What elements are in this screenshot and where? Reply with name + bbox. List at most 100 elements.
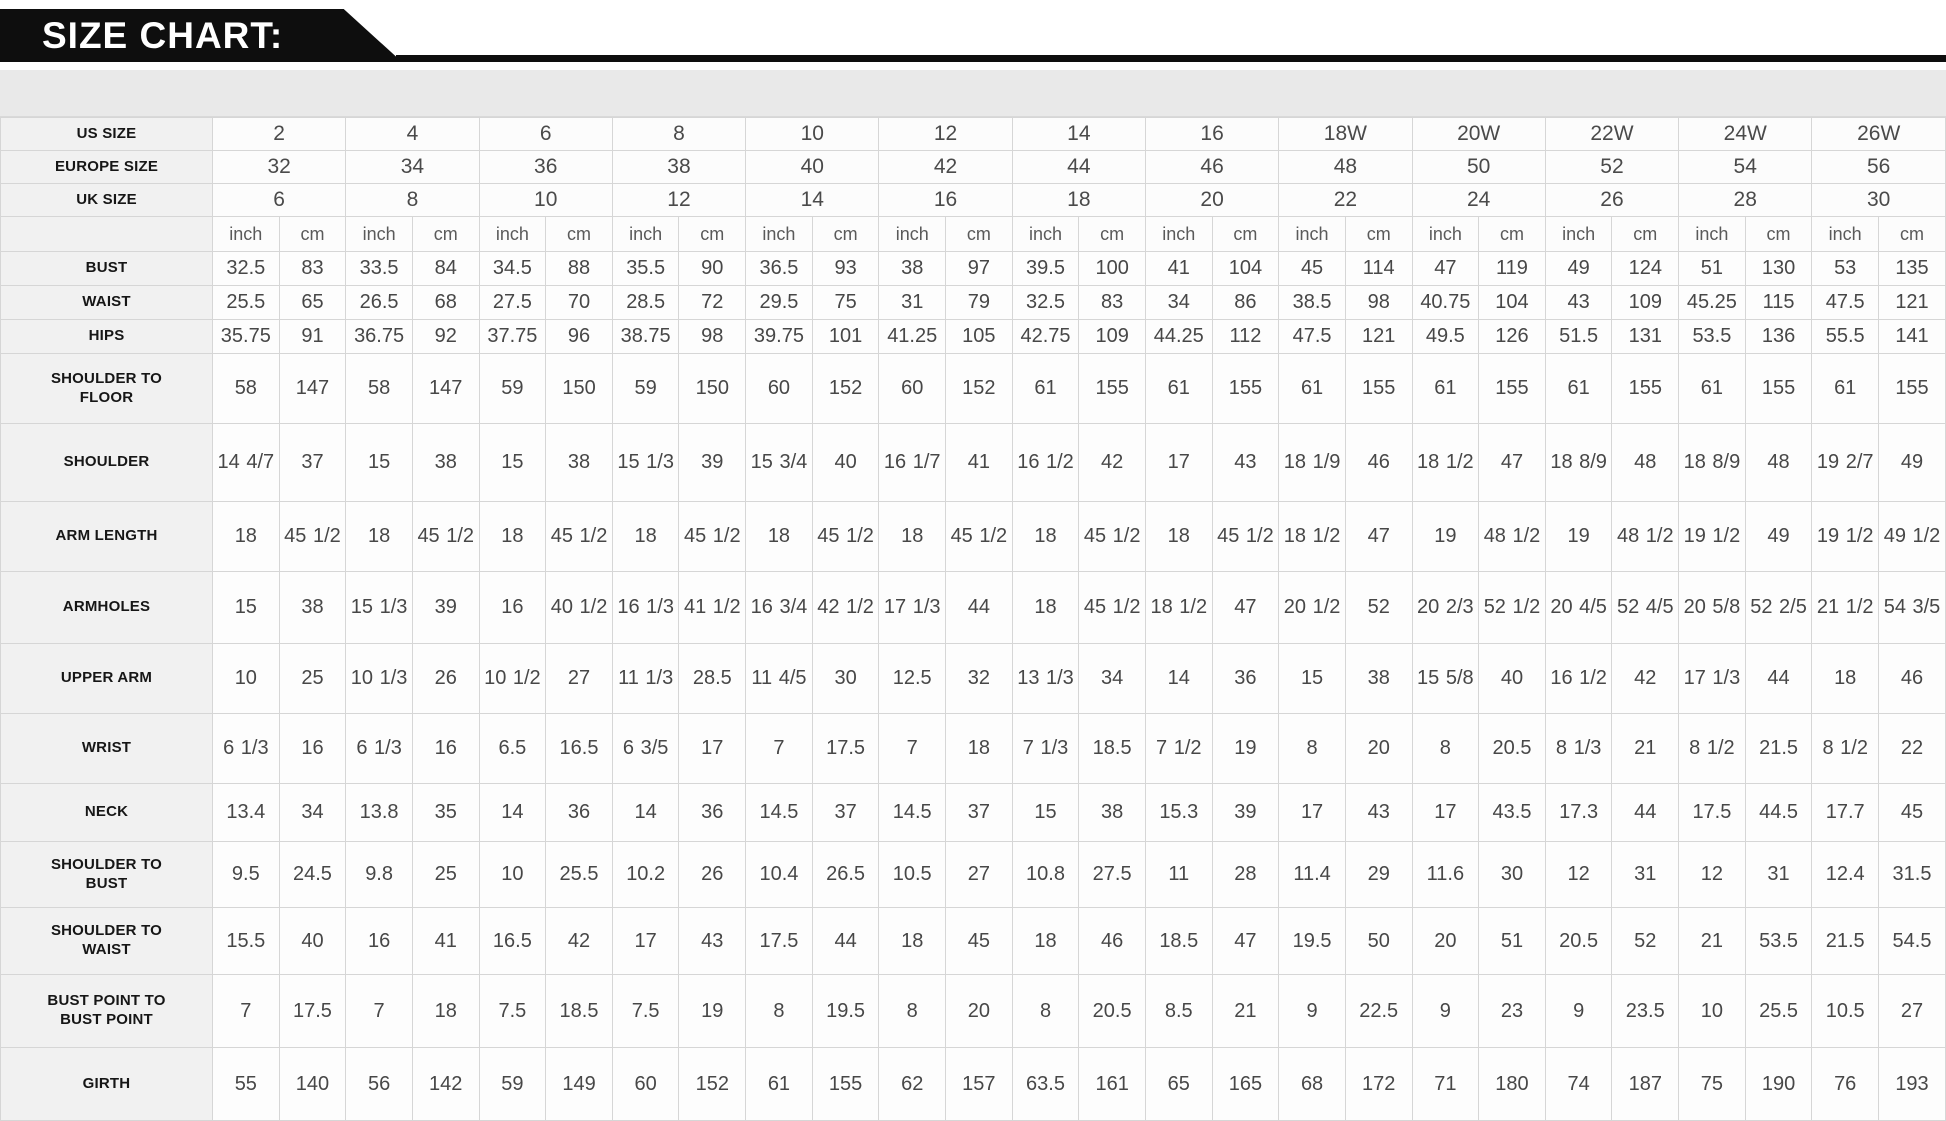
table-row-units: inch cm inch cm inch cm inch cm inch cm inch cm inch… [0,216,1946,252]
value-cell-cm: 24.5 [278,841,347,908]
value-cell-inch: 56 [345,1047,413,1121]
value-cell-cm: 16.5 [545,713,613,784]
value-cell-cm: 140 [278,1047,347,1121]
value-cell-inch: 17 [1411,783,1480,842]
value-cell-inch: 47.5 [1811,285,1880,320]
value-cell-inch: 53.5 [1678,319,1746,354]
value-cell-inch: 51 [1678,251,1746,286]
value-cell-cm: 47 [1478,423,1546,502]
value-cell-cm: 70 [545,285,613,320]
size-cell: 18 [1011,183,1146,217]
value-cell-inch: 7 [878,713,947,784]
size-cell: 18W [1278,117,1413,151]
value-cell-inch: 6 3/5 [611,713,680,784]
row-label-girth: GIRTH [0,1047,213,1121]
value-cell-inch: 20 2/3 [1411,571,1480,644]
value-cell-inch: 10.2 [611,841,680,908]
value-cell-inch: 13 1/3 [1011,643,1080,714]
value-cell-cm: 52 4/5 [1611,571,1680,644]
value-cell-inch: 61 [1144,353,1213,424]
value-cell-inch: 20 5/8 [1678,571,1746,644]
size-cell: 14 [1011,117,1146,151]
value-cell-inch: 18 [611,501,680,572]
value-cell-inch: 8 [1411,713,1480,784]
value-cell-cm: 31 [1611,841,1680,908]
value-cell-cm: 152 [678,1047,747,1121]
table-row-europe-size: EUROPE SIZE 32 34 36 38 40 42 44 46 48 50 52 54 56 [0,150,1946,184]
value-cell-inch: 18 1/9 [1278,423,1346,502]
row-label-neck: NECK [0,783,213,842]
value-cell-inch: 7 1/3 [1011,713,1080,784]
value-cell-cm: 172 [1344,1047,1413,1121]
value-cell-cm: 26.5 [811,841,880,908]
value-cell-cm: 18 [945,713,1013,784]
value-cell-cm: 17.5 [278,974,347,1048]
size-cell: 56 [1811,150,1946,184]
value-cell-inch: 11 4/5 [745,643,813,714]
value-cell-cm: 16 [411,713,480,784]
row-label-armholes: ARMHOLES [0,571,213,644]
value-cell-cm: 52 2/5 [1744,571,1813,644]
value-cell-cm: 51 [1478,907,1546,975]
value-cell-cm: 83 [1078,285,1146,320]
value-cell-cm: 39 [1211,783,1280,842]
value-cell-inch: 58 [212,353,280,424]
value-cell-inch: 16 1/2 [1544,643,1613,714]
value-cell-inch: 6 1/3 [345,713,413,784]
value-cell-cm: 45 [1878,783,1946,842]
value-cell-inch: 71 [1411,1047,1480,1121]
value-cell-inch: 18 [1011,907,1080,975]
value-cell-cm: 18.5 [545,974,613,1048]
value-cell-cm: 141 [1878,319,1946,354]
value-cell-cm: 90 [678,251,747,286]
value-cell-inch: 14 [1144,643,1213,714]
value-cell-cm: 75 [811,285,880,320]
value-cell-cm: 48 1/2 [1478,501,1546,572]
value-cell-cm: 45 1/2 [945,501,1013,572]
unit-inch-cell: inch [1544,216,1613,252]
value-cell-cm: 23.5 [1611,974,1680,1048]
unit-cm-cell: cm [811,216,880,252]
size-cell: 34 [345,150,480,184]
value-cell-inch: 34 [1144,285,1213,320]
value-cell-inch: 25.5 [212,285,280,320]
value-cell-cm: 45 1/2 [1078,571,1146,644]
value-cell-inch: 41.25 [878,319,947,354]
value-cell-inch: 7 [345,974,413,1048]
value-cell-inch: 15 3/4 [745,423,813,502]
value-cell-cm: 36 [678,783,747,842]
table-row-girth: GIRTH 55 140 56 142 59 149 60 152 61 155 62 157 63.5 1… [0,1047,1946,1121]
value-cell-cm: 28 [1211,841,1280,908]
value-cell-inch: 28.5 [611,285,680,320]
table-row-bust-point-to-bust-point: BUST POINT TO BUST POINT 7 17.5 7 18 7.5 18.5 7… [0,974,1946,1048]
value-cell-inch: 17.7 [1811,783,1880,842]
size-cell: 8 [611,117,747,151]
table-row-shoulder-to-floor: SHOULDER TO FLOOR 58 147 58 147 59 150 59 150 60 1… [0,353,1946,424]
value-cell-inch: 17.5 [1678,783,1746,842]
value-cell-inch: 20.5 [1544,907,1613,975]
value-cell-inch: 10 [1678,974,1746,1048]
value-cell-inch: 47 [1411,251,1480,286]
value-cell-cm: 47 [1344,501,1413,572]
value-cell-inch: 33.5 [345,251,413,286]
value-cell-inch: 7.5 [611,974,680,1048]
value-cell-cm: 43 [678,907,747,975]
value-cell-inch: 32.5 [1011,285,1080,320]
value-cell-cm: 91 [278,319,347,354]
unit-cm-cell: cm [945,216,1013,252]
value-cell-cm: 27 [1878,974,1946,1048]
value-cell-inch: 63.5 [1011,1047,1080,1121]
unit-cm-cell: cm [411,216,480,252]
value-cell-cm: 48 1/2 [1611,501,1680,572]
value-cell-inch: 14 [478,783,547,842]
row-label-wrist: WRIST [0,713,213,784]
value-cell-cm: 155 [1078,353,1146,424]
value-cell-cm: 193 [1878,1047,1946,1121]
unit-cm-cell: cm [1211,216,1280,252]
size-table-body: US SIZE 2 4 6 8 10 12 14 16 18W 20W 22W 24W 26W EUROPE… [0,117,1946,1121]
value-cell-cm: 25.5 [1744,974,1813,1048]
value-cell-inch: 19 [1411,501,1480,572]
value-cell-inch: 14 4/7 [212,423,280,502]
value-cell-inch: 8.5 [1144,974,1213,1048]
value-cell-cm: 180 [1478,1047,1546,1121]
